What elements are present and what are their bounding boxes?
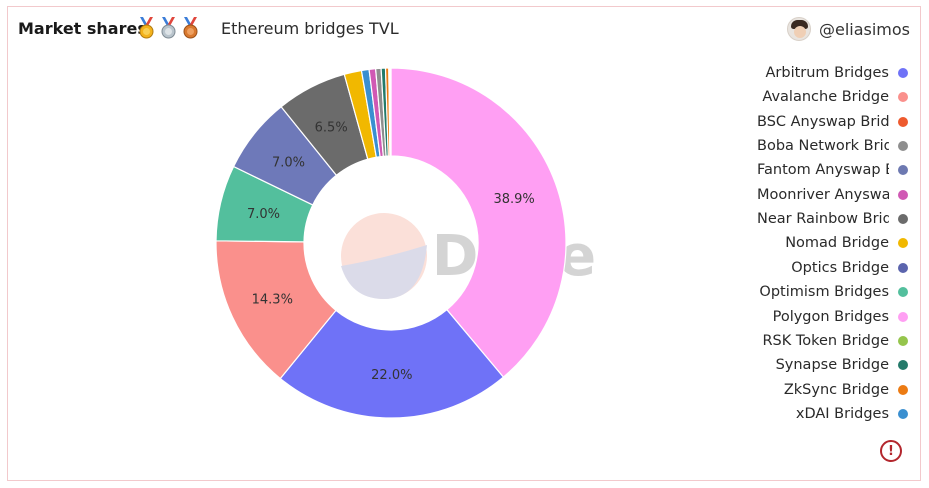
pie-slice-1[interactable] [279, 308, 505, 419]
legend-label: Arbitrum Bridges [765, 65, 889, 81]
legend-item[interactable]: Boba Network Bridge [757, 136, 908, 156]
legend-item[interactable]: RSK Token Bridge [762, 331, 908, 351]
username[interactable]: @eliasimos [818, 19, 910, 39]
legend-swatch [898, 92, 908, 103]
slice-data-label: 22.0% [371, 368, 412, 383]
legend-label: Avalanche Bridge [762, 89, 889, 106]
legend-swatch [898, 68, 908, 78]
chart-subtitle: Ethereum bridges TVL [221, 19, 399, 38]
legend-label: xDAI Bridges [795, 405, 889, 422]
chart-title: Market shares [18, 19, 147, 38]
legend-item[interactable]: Synapse Bridge [776, 355, 908, 375]
legend-swatch [898, 189, 908, 200]
legend-label: ZkSync Bridge [783, 381, 889, 398]
legend-item[interactable]: Nomad Bridge [785, 233, 908, 253]
silver-medal-icon [161, 17, 176, 39]
legend-item[interactable]: Avalanche Bridge [762, 87, 908, 107]
medals [137, 17, 200, 39]
legend-swatch [898, 116, 908, 127]
slice-data-label: 38.9% [493, 192, 534, 207]
legend-label: Optimism Bridges [759, 284, 889, 301]
legend-swatch [898, 335, 908, 346]
legend-label: Fantom Anyswap Bridge [757, 162, 889, 179]
legend-label: RSK Token Bridge [762, 332, 889, 349]
legend-label: Synapse Bridge [775, 357, 889, 374]
donut-chart: Dune 38.9%22.0%14.3%7.0%7.0%6.5% [215, 67, 596, 419]
gold-medal-icon [139, 17, 154, 39]
dune-logo-icon [341, 213, 427, 299]
pie-slice-14[interactable] [389, 67, 392, 157]
legend-item[interactable]: Arbitrum Bridges [765, 63, 908, 83]
legend-item[interactable]: Near Rainbow Bridge [757, 209, 908, 229]
pie-slice-0[interactable] [390, 67, 567, 378]
legend-label: Polygon Bridges [772, 308, 889, 325]
legend-item[interactable]: BSC Anyswap Bridge [757, 112, 908, 132]
legend-item[interactable]: Fantom Anyswap Bridge [757, 160, 908, 180]
legend-swatch [898, 408, 908, 419]
legend-item[interactable]: ZkSync Bridge [784, 380, 908, 400]
legend-swatch [898, 287, 908, 298]
legend-item[interactable]: Optics Bridge [791, 258, 908, 278]
legend-swatch [898, 165, 908, 176]
warning-icon[interactable]: ! [880, 440, 902, 462]
legend-label: Boba Network Bridge [757, 138, 889, 155]
legend-swatch [898, 360, 908, 371]
legend-swatch [898, 384, 908, 395]
legend-swatch [898, 311, 908, 322]
legend-swatch [898, 214, 908, 225]
bronze-medal-icon [183, 17, 198, 39]
slice-data-label: 7.0% [272, 155, 305, 170]
legend-item[interactable]: xDAI Bridges [796, 404, 908, 424]
legend-swatch [898, 238, 908, 249]
legend-label: Optics Bridge [791, 259, 889, 276]
slice-data-label: 6.5% [315, 120, 348, 135]
legend-swatch [898, 262, 908, 273]
legend-item[interactable]: Moonriver Anyswap Bridge [757, 185, 908, 205]
legend-label: BSC Anyswap Bridge [757, 113, 889, 130]
avatar[interactable] [786, 17, 811, 41]
author[interactable]: @eliasimos [786, 17, 910, 41]
legend-label: Moonriver Anyswap Bridge [757, 186, 889, 203]
legend-swatch [898, 141, 908, 152]
slice-data-label: 14.3% [252, 292, 293, 307]
legend-label: Nomad Bridge [785, 235, 889, 252]
slice-data-label: 7.0% [247, 207, 280, 222]
legend-label: Near Rainbow Bridge [757, 211, 889, 228]
legend-item[interactable]: Optimism Bridges [759, 282, 908, 302]
legend-item[interactable]: Polygon Bridges [773, 307, 908, 327]
chart-card: Market shares Ethereum bridges TVL @elia… [7, 6, 921, 481]
chart-header: Market shares Ethereum bridges TVL @elia… [8, 7, 920, 51]
